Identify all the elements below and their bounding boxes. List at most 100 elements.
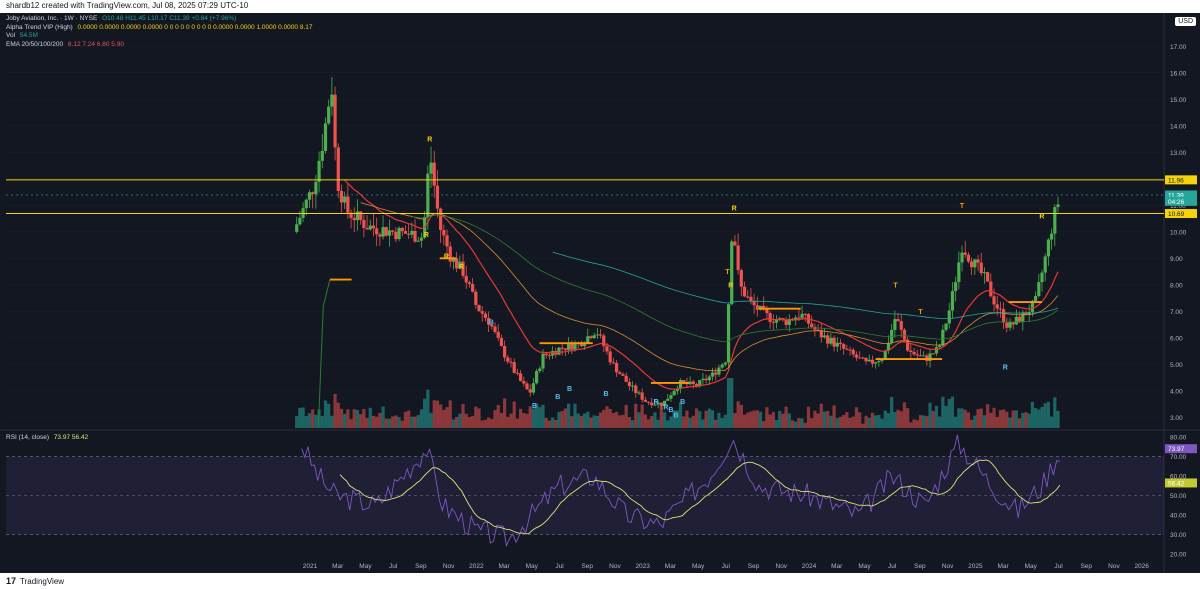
volume-bar — [429, 412, 433, 428]
currency-badge[interactable]: USD — [1175, 17, 1196, 26]
volume-bar — [640, 404, 644, 428]
volume-bar — [339, 408, 344, 428]
candle-body — [797, 317, 801, 319]
candle-body — [458, 261, 462, 269]
candle-body — [333, 94, 337, 148]
time-tick-label: 2023 — [635, 563, 650, 570]
candle-body — [752, 301, 756, 306]
volume-bar — [1043, 403, 1047, 428]
candle-body — [445, 235, 449, 247]
volume-bar — [787, 413, 791, 428]
candle-body — [835, 342, 839, 347]
time-tick-label: Mar — [332, 563, 344, 570]
candle-body — [864, 357, 868, 362]
volume-bar — [618, 415, 622, 428]
candle-body — [915, 354, 919, 356]
candle-body — [973, 259, 977, 268]
legend-symbol-row[interactable]: Joby Aviation, Inc. · 1W · NYSE O10.48 H… — [6, 15, 312, 24]
volume-bar — [614, 411, 619, 428]
candle-body — [429, 162, 433, 174]
candle-body — [736, 245, 740, 271]
candle-body — [742, 286, 747, 297]
volume-bar — [698, 411, 702, 428]
price-tick-label: 4.00 — [1170, 388, 1183, 395]
candle-body — [986, 272, 990, 282]
time-tick-label: Nov — [609, 563, 621, 570]
price-tick-label: 5.00 — [1170, 362, 1183, 369]
candle-body — [698, 380, 702, 386]
volume-bar — [371, 415, 376, 428]
volume-bar — [842, 415, 846, 428]
candle-body — [707, 376, 711, 381]
volume-bar — [806, 406, 811, 428]
time-tick-label: May — [692, 563, 705, 570]
volume-bar — [381, 406, 385, 428]
candle-body — [723, 362, 727, 365]
volume-bar — [995, 416, 999, 428]
volume-bar — [835, 418, 839, 428]
legend-alpha-row[interactable]: Alpha Trend VIP (High) 0.0000 0.0000 0.0… — [6, 24, 312, 33]
signal-label: R — [653, 399, 658, 406]
candle-body — [950, 291, 955, 311]
candle-body — [838, 342, 843, 345]
volume-bar — [870, 412, 875, 428]
candle-body — [448, 246, 452, 262]
legend-vol-row[interactable]: Vol 54.5M — [6, 32, 312, 41]
volume-bar — [298, 407, 302, 428]
rsi-tick-label: 70.00 — [1170, 454, 1187, 461]
candle-body — [467, 282, 472, 285]
candle-body — [563, 348, 567, 350]
candle-body — [403, 231, 408, 234]
candle-body — [455, 258, 459, 269]
legend-vol-value: 54.5M — [19, 32, 38, 40]
volume-bar — [349, 419, 353, 428]
signal-label: T — [960, 203, 965, 210]
rsi-legend[interactable]: RSI (14, close) 73.97 56.42 — [6, 434, 88, 443]
candle-body — [515, 372, 520, 374]
volume-bar — [503, 398, 507, 428]
signal-label: R — [663, 404, 668, 411]
time-tick-label: Mar — [665, 563, 677, 570]
rsi-value-tag — [1165, 444, 1197, 454]
candle-body — [918, 355, 923, 357]
signal-label: B — [489, 320, 494, 327]
volume-bar — [295, 416, 299, 428]
candle-body — [733, 241, 737, 246]
volume-bar — [960, 408, 964, 428]
chart-frame[interactable]: 17.0016.0015.0014.0013.0012.0011.0010.00… — [0, 13, 1200, 573]
volume-bar — [525, 413, 529, 428]
signal-label: B — [567, 386, 572, 393]
candle-body — [1002, 309, 1006, 323]
volume-bar — [311, 409, 315, 428]
volume-bar — [1050, 416, 1054, 428]
volume-bar — [387, 418, 392, 428]
volume-bar — [397, 417, 401, 428]
price-chart[interactable]: 17.0016.0015.0014.0013.0012.0011.0010.00… — [0, 13, 1200, 573]
legend-vol: Vol — [6, 32, 16, 40]
volume-bar — [707, 408, 711, 428]
volume-bar — [720, 418, 724, 428]
candle-body — [336, 147, 340, 191]
volume-bar — [519, 408, 523, 428]
candle-body — [634, 385, 638, 393]
candle-body — [323, 123, 328, 151]
time-tick-label: Jul — [389, 563, 398, 570]
rsi-tick-label: 30.00 — [1170, 532, 1187, 539]
candle-body — [912, 351, 916, 355]
candle-body — [922, 355, 926, 357]
volume-bar — [922, 415, 926, 428]
volume-bar — [522, 413, 526, 428]
legend-ema-row[interactable]: EMA 20/50/100/200 8.12 7.24 6.80 5.90 — [6, 41, 312, 50]
legend-rsi-values: 73.97 56.42 — [53, 434, 89, 441]
candle-body — [902, 329, 907, 340]
volume-bar — [867, 417, 871, 428]
volume-bar — [848, 417, 852, 428]
candle-body — [1040, 272, 1044, 283]
volume-bar — [1014, 410, 1019, 428]
volume-bar — [688, 417, 692, 428]
volume-bar — [314, 414, 318, 428]
volume-bar — [666, 420, 670, 428]
volume-bar — [512, 401, 516, 428]
candle-body — [870, 359, 875, 364]
volume-bar — [762, 420, 766, 428]
